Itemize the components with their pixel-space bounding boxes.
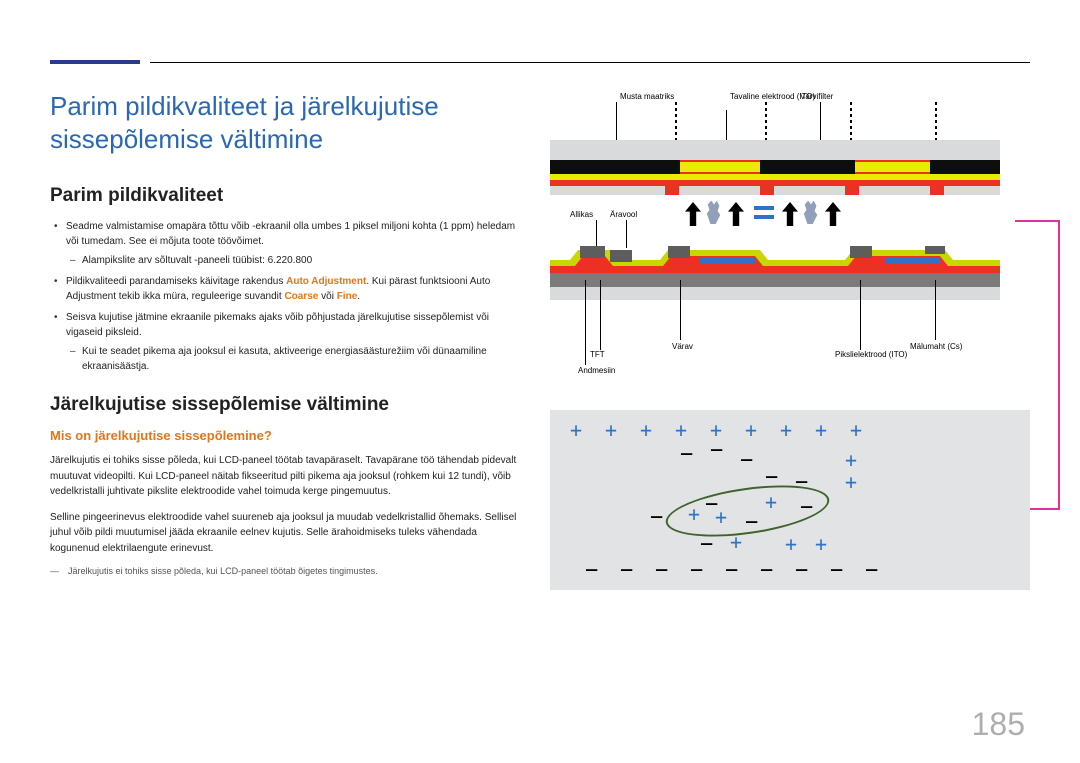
bullet-2: Pildikvaliteedi parandamiseks käivitage … xyxy=(50,274,520,304)
lbl-piksel: Pikslielektrood (ITO) xyxy=(835,350,907,359)
bullet-1-sub: Alampikslite arv sõltuvalt -paneeli tüüb… xyxy=(66,253,520,268)
b2-bold1: Auto Adjustment xyxy=(286,276,366,287)
charge-diagram: + + + + + + + + + − − − + − − + − + − + … xyxy=(550,410,1030,590)
section1-heading: Parim pildikvaliteet xyxy=(50,185,520,207)
lbl-tft: TFT xyxy=(590,350,605,359)
para2: Selline pingeerinevus elektroodide vahel… xyxy=(50,510,520,557)
page-title: Parim pildikvaliteet ja järelkujutise si… xyxy=(50,90,520,155)
b2-or: või xyxy=(318,291,336,302)
para1: Järelkujutis ei tohiks sisse põleda, kui… xyxy=(50,453,520,500)
section2-heading: Järelkujutise sissepõlemise vältimine xyxy=(50,394,520,416)
content-area: Parim pildikvaliteet ja järelkujutise si… xyxy=(50,90,1030,590)
lbl-aravool: Äravool xyxy=(610,210,637,219)
lbl-varav: Värav xyxy=(672,342,693,351)
bottom-layers-svg xyxy=(550,230,1000,300)
bullet-1: Seadme valmistamise omapära tõttu võib -… xyxy=(50,219,520,268)
lbl-andmesiin: Andmesiin xyxy=(578,366,615,375)
bullet-1-text: Seadme valmistamise omapära tõttu võib -… xyxy=(66,221,515,247)
footnote: Järelkujutis ei tohiks sisse põleda, kui… xyxy=(50,566,520,576)
text-column: Parim pildikvaliteet ja järelkujutise si… xyxy=(50,90,520,590)
lbl-malumaht: Mälumaht (Cs) xyxy=(910,342,962,351)
section1-bullets: Seadme valmistamise omapära tõttu võib -… xyxy=(50,219,520,374)
b2-bold2: Coarse xyxy=(284,291,318,302)
bullet-3: Seisva kujutise jätmine ekraanile pikema… xyxy=(50,310,520,374)
section2-subheading: Mis on järelkujutise sissepõlemine? xyxy=(50,428,520,443)
b2-pre: Pildikvaliteedi parandamiseks käivitage … xyxy=(66,276,286,287)
b2-end: . xyxy=(357,291,360,302)
bullet-3-text: Seisva kujutise jätmine ekraanile pikema… xyxy=(66,312,489,338)
header-rule xyxy=(150,62,1030,63)
b2-bold3: Fine xyxy=(337,291,358,302)
lbl-allikas: Allikas xyxy=(570,210,593,219)
diagram-column: Musta maatriks Tavaline elektrood (ITO) … xyxy=(550,90,1030,590)
page-number: 185 xyxy=(972,706,1025,743)
lcd-cross-section-diagram: Musta maatriks Tavaline elektrood (ITO) … xyxy=(550,90,1030,390)
lbl-musta: Musta maatriks xyxy=(620,92,674,101)
bullet-3-sub: Kui te seadet pikema aja jooksul ei kasu… xyxy=(66,344,520,374)
lbl-varvifilter: Värvifilter xyxy=(800,92,833,101)
header-marker xyxy=(50,60,140,64)
